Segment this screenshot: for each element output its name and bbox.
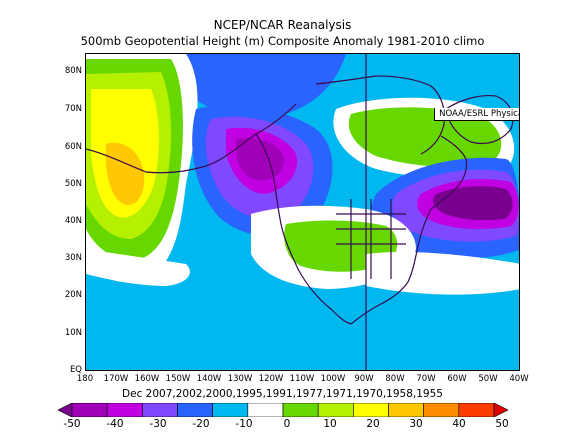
lon-label: 60W — [447, 374, 467, 384]
colorbar-cell — [317, 403, 354, 417]
west-coast — [255, 133, 352, 325]
lat-label: 80N — [64, 66, 82, 76]
lon-label: 80W — [385, 374, 405, 384]
colorbar-label: -40 — [106, 418, 124, 430]
colorbar-cell — [212, 403, 249, 417]
lon-label: 140W — [196, 374, 222, 384]
negative-anomaly-atlantic-core — [433, 186, 513, 221]
colorbar-label: 20 — [366, 418, 380, 430]
colorbar-label: -10 — [235, 418, 253, 430]
canada-maritime-coast — [430, 135, 468, 210]
colorbar-label: -30 — [149, 418, 167, 430]
lon-label: 50W — [478, 374, 498, 384]
colorbar-cell — [58, 403, 73, 417]
hudson-arctic-coast — [315, 75, 446, 155]
lon-label: 40W — [509, 374, 529, 384]
colorbar-label: -50 — [63, 418, 81, 430]
lon-label: 130W — [227, 374, 253, 384]
map-title: NCEP/NCAR Reanalysis — [213, 18, 352, 32]
colorbar-cell — [106, 403, 143, 417]
colorbar-cell — [247, 403, 284, 417]
lon-label: 160W — [134, 374, 160, 384]
colorbar-cell — [71, 403, 108, 417]
colorbar-cell — [388, 403, 424, 417]
lon-label: 170W — [103, 374, 129, 384]
colorbar-cell — [177, 403, 213, 417]
map-subtitle: 500mb Geopotential Height (m) Composite … — [80, 34, 485, 48]
greenland-coast — [445, 94, 514, 145]
lat-label: 40N — [64, 216, 82, 226]
coastlines — [86, 75, 514, 325]
lon-label: 120W — [258, 374, 284, 384]
colorbar-cell — [423, 403, 460, 417]
colorbar-cell — [493, 403, 508, 417]
colorbar-cell — [282, 403, 319, 417]
lat-label: 70N — [64, 104, 82, 114]
lon-label: 180 — [76, 374, 94, 384]
colorbar-label: 10 — [323, 418, 337, 430]
alaska-coast — [86, 103, 297, 174]
credit-label: NOAA/ESRL Physical Sciences Division — [434, 108, 519, 121]
us-state-grid — [336, 199, 406, 279]
colorbar-label: 0 — [283, 418, 291, 430]
anomaly-map — [86, 54, 519, 370]
colorbar-label: 50 — [495, 418, 509, 430]
zero-band-atlantic — [366, 252, 519, 295]
colorbar — [58, 403, 508, 417]
lon-label: 70W — [416, 374, 436, 384]
negative-band-north — [176, 54, 346, 121]
colorbar-cell — [142, 403, 178, 417]
lat-label: 20N — [64, 290, 82, 300]
lon-label: 150W — [165, 374, 191, 384]
composite-years-caption: Dec 2007,2002,2000,1995,1991,1977,1971,1… — [122, 388, 443, 400]
positive-anomaly-peak — [105, 142, 145, 205]
colorbar-cell — [353, 403, 389, 417]
colorbar-label: 30 — [409, 418, 423, 430]
lat-label: 30N — [64, 253, 82, 263]
lon-label: 100W — [320, 374, 346, 384]
colorbar-label: -20 — [192, 418, 210, 430]
colorbar-label: 40 — [452, 418, 466, 430]
lat-label: 60N — [64, 142, 82, 152]
zero-band-pacific — [86, 249, 190, 286]
lat-label: EQ — [69, 365, 82, 375]
gulf-east-coast — [350, 208, 432, 325]
positive-anomaly-greenland — [348, 107, 502, 168]
lon-label: 90W — [354, 374, 374, 384]
lat-label: 50N — [64, 179, 82, 189]
lat-label: 10N — [64, 328, 82, 338]
colorbar-cell — [458, 403, 495, 417]
lon-label: 110W — [289, 374, 315, 384]
map-plot-area: NOAA/ESRL Physical Sciences Division — [85, 53, 520, 371]
